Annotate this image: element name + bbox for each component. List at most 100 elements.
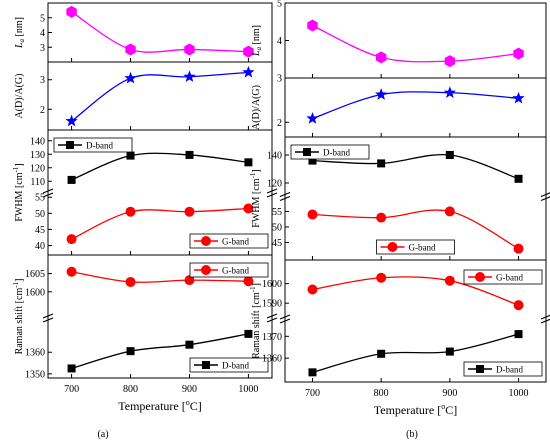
series-line-ratio <box>71 71 249 122</box>
legend-marker <box>201 236 211 246</box>
legend-g-band: G-band <box>189 233 269 249</box>
y-tick-label: 120 <box>30 163 45 174</box>
subplot-La-1: 3 4 5 La [nm] <box>251 0 547 85</box>
y-tick-label: 1360 <box>262 354 282 365</box>
panel-label: (a) <box>97 429 108 440</box>
point-La-900 <box>444 55 456 68</box>
legend-marker <box>387 242 398 252</box>
series-line-d-band <box>71 152 249 181</box>
point-d-band-800 <box>126 347 135 356</box>
series-d-band <box>308 151 523 183</box>
x-tick-label: 1000 <box>509 388 529 399</box>
y-tick-label: 130 <box>30 150 45 161</box>
axis-break-mark <box>42 317 54 323</box>
y-axis-label-ratio-1: A(D)/A(G) <box>251 85 262 130</box>
x-axis-label: Temperature [oC] <box>118 398 201 413</box>
x-tick-label: 700 <box>305 388 320 399</box>
axis-break-mark <box>266 192 278 198</box>
x-tick-label: 1000 <box>238 384 258 395</box>
y-axis-label-ratio-0: A(D)/A(G) <box>14 74 25 119</box>
point-d-band-700 <box>308 156 317 165</box>
y-tick-label: 1350 <box>25 369 45 380</box>
axis-break-mark <box>540 196 550 202</box>
point-La-1000 <box>243 45 254 58</box>
legend-g-band: G-band <box>189 262 269 278</box>
y-tick-label: 140 <box>267 151 282 162</box>
point-g-band-800 <box>125 206 136 217</box>
y-tick-label: 55 <box>272 207 282 218</box>
legend-label: G-band <box>496 273 523 283</box>
series-line-La <box>312 24 519 63</box>
point-ratio-800 <box>124 71 137 84</box>
x-tick-label: 800 <box>374 388 389 399</box>
y-tick-label: 1590 <box>262 299 282 310</box>
point-d-band-700 <box>67 364 76 373</box>
axis-break-mark <box>42 188 54 194</box>
subplot-frame <box>284 77 547 138</box>
subplot-ratio-0: 2 3 A(D)/A(G) <box>14 61 273 131</box>
subplot-frame <box>47 2 273 63</box>
y-tick-label: 1600 <box>262 279 282 290</box>
point-d-band-700 <box>67 175 76 184</box>
axis-break-mark <box>42 192 54 198</box>
axis-break-mark <box>42 313 54 319</box>
legend-marker <box>66 141 74 149</box>
point-d-band-1000 <box>244 158 253 167</box>
legend-d-band: D-band <box>53 137 133 153</box>
y-tick-label: 2 <box>40 105 45 116</box>
y-axis-label-shift_a-0: Raman shift [cm-1] <box>12 279 25 355</box>
legend-d-band: D-band <box>463 361 543 377</box>
axis-break-mark <box>266 188 278 194</box>
subplot-fwhm_b-1: 120 140 45 50 55 FWHM [cm-1] D-band G-band <box>249 136 550 261</box>
y-axis-label-La-0: La [nm] <box>14 17 26 49</box>
series-line-d-band <box>312 153 519 180</box>
y-tick-label: 4 <box>277 36 282 47</box>
axis-break-mark <box>540 192 550 198</box>
point-ratio-1000 <box>242 65 255 78</box>
y-tick-label: 40 <box>35 241 45 252</box>
x-tick-label: 900 <box>182 384 197 395</box>
legend-g-band: G-band <box>376 239 455 255</box>
legend-marker <box>202 361 210 369</box>
point-g-band-700 <box>307 284 318 295</box>
legend-marker <box>476 365 484 373</box>
point-d-band-900 <box>445 151 454 159</box>
point-g-band-800 <box>376 212 387 223</box>
axis-break-mark <box>279 318 291 324</box>
x-axis-label: Temperature [oC] <box>374 402 457 417</box>
axis-break-mark <box>266 317 278 323</box>
axis-break-mark <box>540 318 550 324</box>
subplot-fwhm_a-0: 110 120 130 140 40 45 50 55 FWHM [cm-1] D-band G-b… <box>12 129 278 256</box>
y-tick-label: 1605 <box>25 269 45 280</box>
legend-label: G-band <box>409 243 436 253</box>
point-ratio-700 <box>306 112 319 124</box>
point-d-band-1000 <box>514 330 523 339</box>
y-tick-label: 45 <box>35 225 45 236</box>
y-tick-label: 3 <box>40 75 45 86</box>
point-ratio-800 <box>374 88 388 100</box>
point-d-band-700 <box>308 368 317 377</box>
legend-label: D-band <box>222 361 249 371</box>
series-La <box>66 5 254 58</box>
series-d-band <box>67 150 253 184</box>
series-ratio <box>306 86 525 124</box>
point-La-700 <box>66 5 77 18</box>
point-g-band-700 <box>66 234 77 245</box>
y-tick-label: 3 <box>40 43 45 54</box>
point-La-800 <box>375 51 387 64</box>
point-g-band-900 <box>444 275 455 286</box>
legend-marker <box>475 272 485 282</box>
point-g-band-1000 <box>243 276 254 287</box>
point-La-700 <box>307 19 318 32</box>
point-d-band-800 <box>377 159 386 168</box>
y-tick-label: 120 <box>267 179 282 190</box>
point-d-band-1000 <box>514 174 523 183</box>
point-d-band-900 <box>185 340 194 349</box>
axis-break-mark <box>266 313 278 319</box>
y-tick-label: 3 <box>277 74 282 85</box>
legend-label: D-band <box>86 141 113 151</box>
